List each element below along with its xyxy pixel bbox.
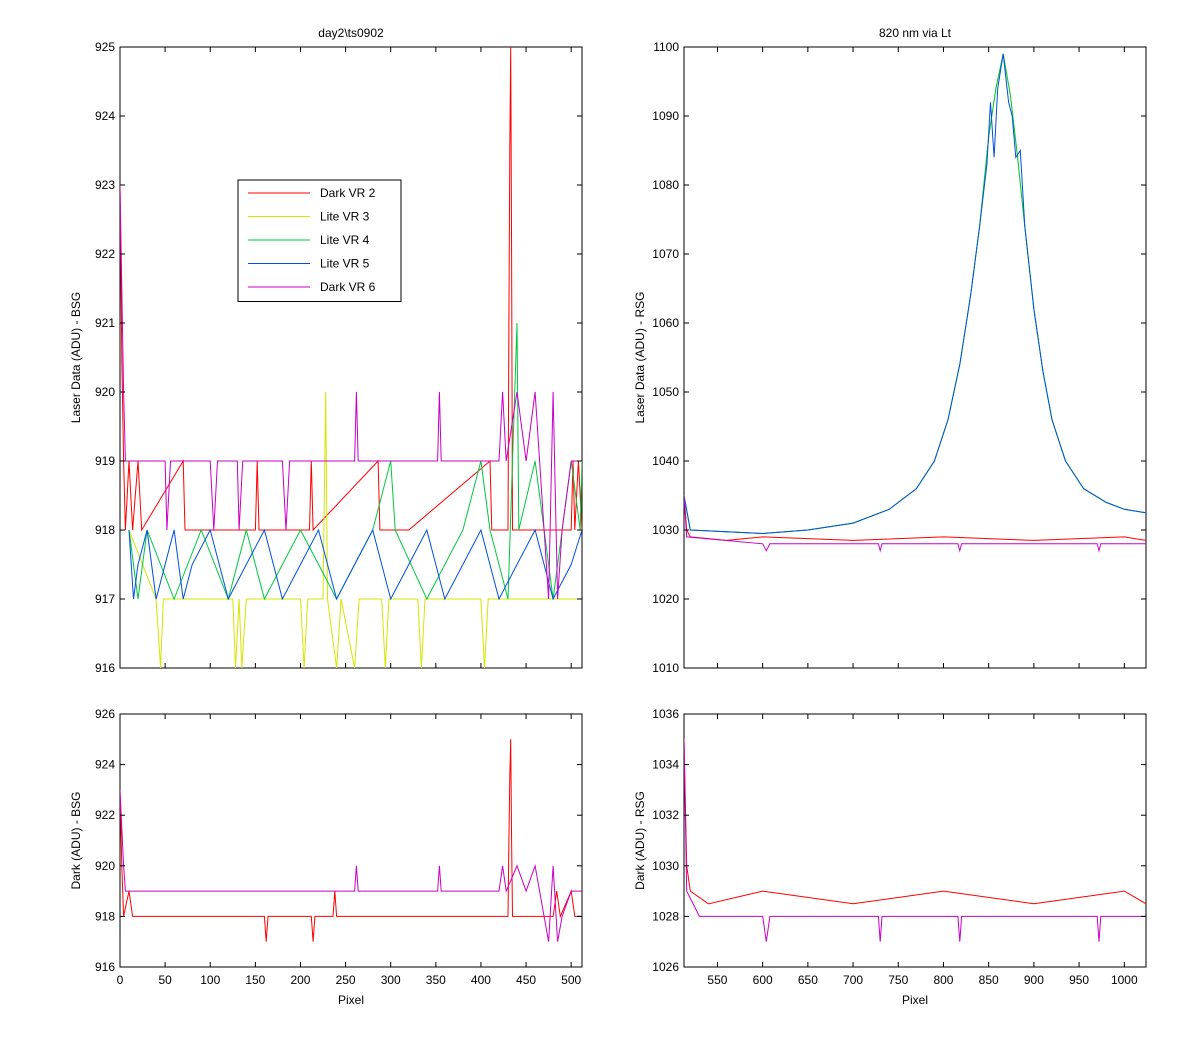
x-tick-label: 600: [753, 973, 773, 987]
y-tick-label: 1050: [652, 385, 679, 399]
series-group: [684, 739, 1146, 942]
y-tick-label: 1090: [652, 109, 679, 123]
x-tick-label: 350: [426, 973, 446, 987]
y-tick-label: 1040: [652, 454, 679, 468]
chart-title: 820 nm via Lt: [879, 26, 952, 40]
y-tick-label: 1030: [652, 523, 679, 537]
plot-area: [119, 713, 583, 968]
series-group: [120, 739, 582, 942]
series-group: [684, 53, 1146, 553]
x-tick-label: 500: [561, 973, 581, 987]
legend-label: Dark VR 2: [320, 186, 376, 200]
legend-label: Dark VR 6: [320, 280, 376, 294]
y-tick-label: 920: [95, 385, 115, 399]
series-line-dark-vr-2: [120, 739, 582, 942]
y-tick-label: 1080: [652, 178, 679, 192]
plot-area: [683, 713, 1147, 968]
x-tick-label: 1000: [1111, 973, 1138, 987]
x-tick-label: 650: [798, 973, 818, 987]
x-tick-label: 950: [1069, 973, 1089, 987]
legend-label: Lite VR 5: [320, 257, 370, 271]
y-tick-label: 916: [95, 960, 115, 974]
y-tick-label: 1010: [652, 661, 679, 675]
panel-dark-bsg: 916 918 920 922 924 926 0 50 100 150 200 250 300 350 4…: [69, 707, 583, 1007]
y-tick-label: 918: [95, 523, 115, 537]
plot-area: [683, 46, 1147, 669]
y-tick-label: 1060: [652, 316, 679, 330]
x-tick-label: 50: [158, 973, 172, 987]
y-tick-label: 1032: [652, 808, 679, 822]
panel-laser-rsg: 1010 1020 1030 1040 1050 1060 1070 1080 1090 1100…: [633, 26, 1147, 675]
y-tick-label: 922: [95, 808, 115, 822]
x-tick-label: 250: [336, 973, 356, 987]
legend: Dark VR 2 Lite VR 3 Lite VR 4 Lite VR 5 Dark…: [237, 179, 402, 302]
series-line-dark-vr-2: [120, 47, 582, 532]
series-group: [120, 47, 582, 668]
series-line-dark-vr-6: [120, 184, 582, 600]
y-tick-label: 1028: [652, 909, 679, 923]
legend-label: Lite VR 4: [320, 233, 370, 247]
series-line-dark-vr-6: [120, 789, 582, 942]
series-line-dark-vr-6: [684, 739, 1146, 942]
x-tick-label: 700: [843, 973, 863, 987]
x-tick-label: 900: [1024, 973, 1044, 987]
y-tick-label: 926: [95, 707, 115, 721]
series-line-dark-vr-2: [684, 495, 1146, 541]
legend-box: [237, 179, 402, 302]
legend-label: Lite VR 3: [320, 210, 370, 224]
series-line-dark-vr-6: [684, 495, 1146, 553]
x-tick-label: 800: [933, 973, 953, 987]
y-tick-label: 923: [95, 178, 115, 192]
x-tick-label: 200: [290, 973, 310, 987]
y-tick-label: 916: [95, 661, 115, 675]
y-axis-label: Laser Data (ADU) - BSG: [69, 292, 83, 423]
y-tick-label: 917: [95, 592, 115, 606]
y-axis-label: Dark (ADU) - RSG: [633, 791, 647, 890]
y-tick-label: 919: [95, 454, 115, 468]
panel-laser-bsg: 916 917 918 919 920 921 922 923 924 925 day2\ts090…: [69, 26, 583, 675]
y-tick-label: 924: [95, 758, 115, 772]
y-tick-label: 1036: [652, 707, 679, 721]
y-tick-label: 921: [95, 316, 115, 330]
x-axis-label: Pixel: [338, 993, 364, 1007]
y-tick-label: 922: [95, 247, 115, 261]
x-tick-label: 300: [381, 973, 401, 987]
chart-title: day2\ts0902: [318, 26, 384, 40]
y-tick-label: 1030: [652, 859, 679, 873]
y-tick-label: 1026: [652, 960, 679, 974]
series-line-lite-vr-5: [684, 53, 1146, 535]
y-tick-label: 1070: [652, 247, 679, 261]
x-axis-label: Pixel: [902, 993, 928, 1007]
y-axis-label: Laser Data (ADU) - RSG: [633, 291, 647, 423]
x-tick-label: 450: [516, 973, 536, 987]
y-tick-label: 920: [95, 859, 115, 873]
y-axis-label: Dark (ADU) - BSG: [69, 791, 83, 889]
y-tick-label: 1034: [652, 758, 679, 772]
x-tick-label: 100: [200, 973, 220, 987]
x-tick-label: 150: [245, 973, 265, 987]
x-tick-label: 400: [471, 973, 491, 987]
series-line-dark-vr-2: [684, 739, 1146, 905]
series-line-lite-vr-5: [128, 528, 582, 601]
y-tick-label: 924: [95, 109, 115, 123]
x-tick-label: 750: [888, 973, 908, 987]
series-line-lite-vr-3: [128, 391, 582, 668]
y-tick-label: 925: [95, 40, 115, 54]
plot-area: [119, 46, 583, 669]
x-tick-label: 850: [979, 973, 999, 987]
x-tick-label: 550: [707, 973, 727, 987]
series-line-lite-vr-4: [128, 322, 582, 601]
y-tick-label: 1020: [652, 592, 679, 606]
x-tick-label: 0: [117, 973, 124, 987]
y-tick-label: 918: [95, 909, 115, 923]
panel-dark-rsg: 1026 1028 1030 1032 1034 1036 550 600 650 700 750 8…: [633, 707, 1147, 1007]
y-tick-label: 1100: [653, 40, 679, 54]
